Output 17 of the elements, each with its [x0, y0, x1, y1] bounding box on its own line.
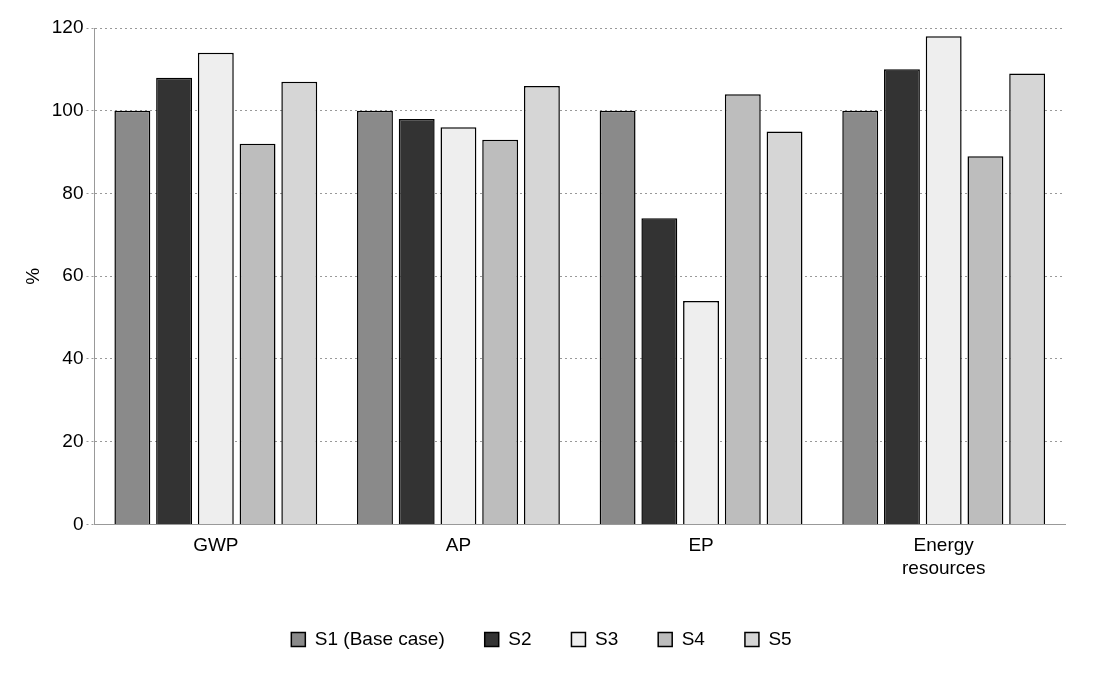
y-tick-label: 40: [62, 347, 84, 369]
y-tick-label: 0: [72, 512, 84, 534]
y-tick-label: 100: [51, 98, 84, 120]
y-tick-label: 80: [62, 181, 84, 203]
x-tick-label: AP: [445, 534, 472, 556]
legend-label: S4: [681, 627, 706, 649]
y-tick-label: 120: [51, 16, 84, 38]
x-tick-label: EP: [688, 534, 714, 556]
x-tick-label: GWP: [193, 534, 239, 556]
y-axis-title: %: [21, 267, 43, 285]
y-tick-label: 60: [62, 264, 84, 286]
legend-label: S2: [508, 627, 532, 649]
legend-label: S1 (Base case): [314, 627, 445, 649]
legend-label: S3: [594, 627, 619, 649]
x-tick-label: Energy resources: [901, 534, 986, 578]
y-tick-label: 20: [62, 429, 84, 451]
legend-label: S5: [768, 627, 792, 649]
